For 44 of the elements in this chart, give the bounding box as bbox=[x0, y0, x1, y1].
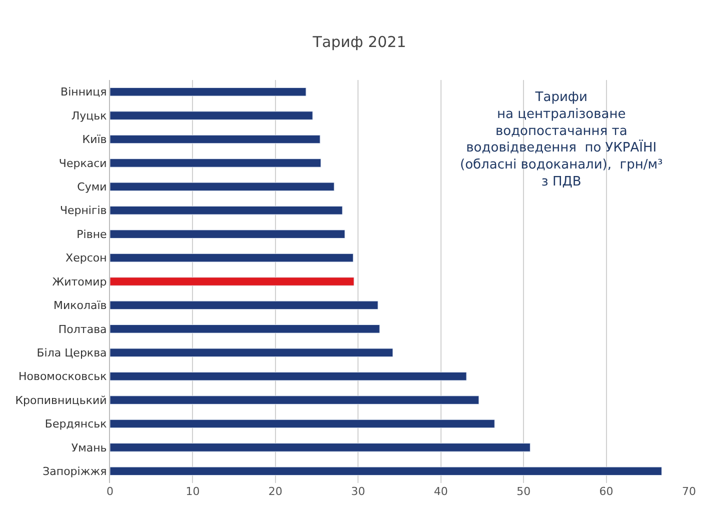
bar bbox=[110, 253, 354, 262]
bar bbox=[110, 111, 313, 120]
x-tick-label: 30 bbox=[351, 485, 366, 498]
bar bbox=[110, 158, 322, 168]
bar bbox=[110, 466, 662, 476]
y-tick-label: Суми bbox=[77, 180, 107, 194]
annotation: Тарифи на централізоване водопостачання та водовідведення по УКРАЇНІ (обласні водоканали), грн/м³ з ПДВ bbox=[460, 90, 663, 190]
y-tick-label: Черкаси bbox=[58, 156, 107, 170]
bar bbox=[110, 348, 394, 358]
y-tick-label: Кропивницький bbox=[15, 394, 107, 407]
bar bbox=[110, 182, 334, 192]
x-tick-label: 60 bbox=[599, 485, 614, 498]
bar bbox=[110, 206, 343, 215]
chart-title: Тариф 2021 bbox=[312, 33, 406, 52]
y-tick-label: Бердянськ bbox=[44, 418, 108, 431]
bar bbox=[110, 300, 378, 310]
y-tick-label: Вінниця bbox=[60, 86, 107, 99]
bar bbox=[110, 324, 380, 334]
y-tick-label: Житомир bbox=[52, 275, 107, 288]
bar bbox=[110, 87, 306, 96]
y-tick-label: Запоріжжя bbox=[42, 465, 107, 478]
y-tick-label: Київ bbox=[82, 133, 107, 146]
y-tick-label: Миколаїв bbox=[53, 299, 107, 312]
y-tick-label: Луцьк bbox=[71, 109, 108, 122]
y-tick-label: Полтава bbox=[58, 322, 107, 336]
y-tick-label: Чернігів bbox=[60, 204, 107, 218]
y-tick-label: Херсон bbox=[66, 252, 107, 265]
y-tick-label: Новомосковськ bbox=[18, 370, 108, 384]
y-tick-label: Біла Церква bbox=[36, 346, 107, 360]
x-tick-label: 10 bbox=[186, 485, 200, 498]
x-tick-label: 70 bbox=[682, 485, 696, 498]
x-tick-label: 50 bbox=[516, 485, 531, 498]
bar bbox=[110, 277, 354, 286]
bar bbox=[110, 396, 480, 404]
x-tick-label: 0 bbox=[106, 485, 114, 498]
bar bbox=[110, 419, 495, 428]
bar bbox=[110, 372, 467, 381]
y-tick-label: Умань bbox=[71, 441, 107, 454]
x-tick-label: 20 bbox=[268, 485, 282, 498]
bar bbox=[110, 134, 320, 144]
bar bbox=[110, 443, 530, 452]
bar bbox=[110, 230, 346, 238]
y-tick-label: Рівне bbox=[76, 228, 108, 241]
x-tick-label: 40 bbox=[434, 485, 448, 498]
